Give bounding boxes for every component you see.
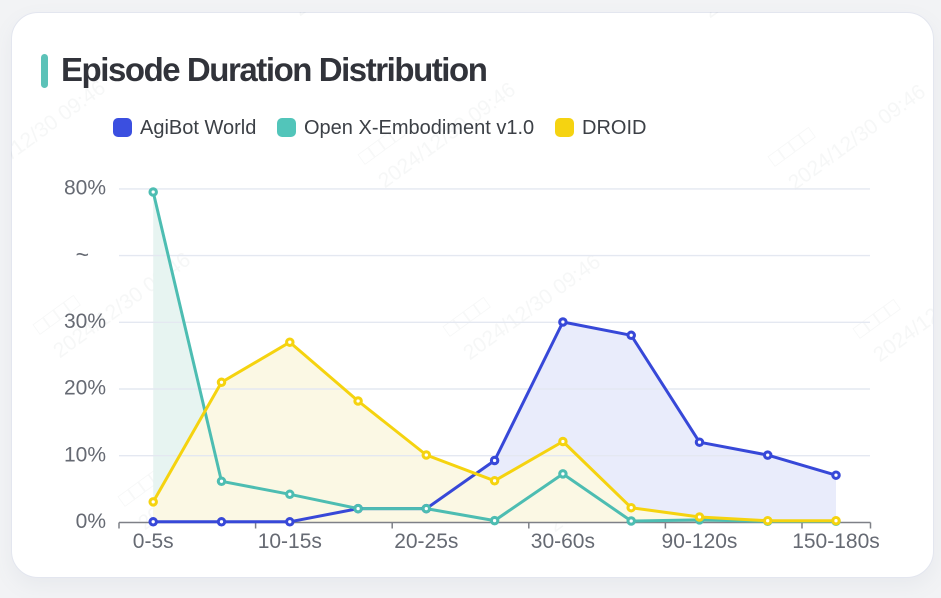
svg-text:20-25s: 20-25s	[394, 530, 458, 553]
svg-text:0%: 0%	[76, 510, 106, 533]
svg-text:10-15s: 10-15s	[258, 530, 322, 553]
svg-text:10%: 10%	[64, 444, 106, 467]
svg-text:30%: 30%	[64, 310, 106, 333]
svg-text:90-120s: 90-120s	[662, 530, 738, 553]
svg-text:0-5s: 0-5s	[133, 530, 174, 553]
svg-text:150-180s: 150-180s	[792, 530, 880, 553]
svg-text:80%: 80%	[64, 177, 106, 200]
svg-text:~: ~	[76, 242, 89, 268]
svg-text:20%: 20%	[64, 377, 106, 400]
svg-text:30-60s: 30-60s	[531, 530, 595, 553]
